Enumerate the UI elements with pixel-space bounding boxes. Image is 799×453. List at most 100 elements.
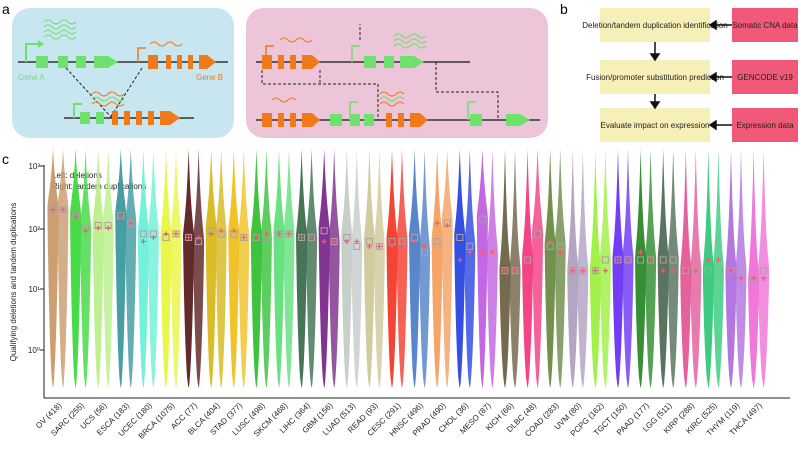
violin-deletion bbox=[115, 148, 127, 388]
median-marker bbox=[647, 256, 655, 264]
fused-gene bbox=[80, 111, 180, 125]
green-transcripts bbox=[43, 19, 77, 40]
flow-step-1-text: Deletion/tandem duplication identificati… bbox=[582, 21, 727, 30]
median-marker bbox=[601, 256, 609, 264]
mean-marker bbox=[105, 225, 111, 231]
median-marker bbox=[375, 242, 383, 250]
violin-duplication bbox=[170, 148, 182, 388]
violin-duplication bbox=[80, 148, 92, 388]
mean-marker bbox=[331, 239, 337, 245]
mean-marker bbox=[489, 249, 495, 255]
median-marker bbox=[466, 242, 474, 250]
mean-marker bbox=[253, 234, 259, 240]
mean-marker bbox=[231, 228, 237, 234]
mean-marker bbox=[173, 231, 179, 237]
violin-duplication bbox=[373, 148, 385, 388]
panel-label-c: c bbox=[2, 151, 9, 167]
violin-duplication bbox=[486, 148, 498, 388]
violin-duplication bbox=[735, 148, 747, 388]
violin-duplication bbox=[758, 148, 770, 388]
median-marker bbox=[692, 267, 700, 275]
median-marker bbox=[760, 267, 768, 275]
flow-step-3 bbox=[600, 108, 710, 142]
violin-duplication bbox=[125, 148, 137, 388]
median-marker bbox=[614, 256, 622, 264]
y-tick-label: 10² bbox=[28, 225, 40, 234]
panel-a-deletion: Gene A Gene B bbox=[12, 8, 234, 138]
median-marker bbox=[275, 230, 283, 238]
median-marker bbox=[534, 230, 542, 238]
mean-marker bbox=[95, 225, 101, 231]
gene-b-label: Gene B bbox=[196, 73, 223, 82]
input-2-text: GENCODE v19 bbox=[737, 73, 793, 82]
median-marker bbox=[501, 267, 509, 275]
median-marker bbox=[704, 267, 712, 275]
mean-marker bbox=[412, 239, 418, 245]
input-2 bbox=[732, 60, 798, 94]
violin-duplication bbox=[532, 148, 544, 388]
median-marker bbox=[308, 233, 316, 241]
violin-duplication bbox=[147, 148, 159, 388]
mean-marker bbox=[683, 268, 689, 274]
mean-marker bbox=[150, 234, 156, 240]
mean-marker bbox=[557, 249, 563, 255]
mean-marker bbox=[163, 231, 169, 237]
mean-marker bbox=[83, 228, 89, 234]
mean-marker bbox=[50, 207, 56, 213]
median-marker bbox=[240, 233, 248, 241]
median-marker bbox=[330, 238, 338, 246]
median-marker bbox=[591, 267, 599, 275]
mean-marker bbox=[286, 231, 292, 237]
gene-b-exons bbox=[148, 55, 216, 69]
violin-deletion bbox=[205, 148, 217, 388]
y-axis-title: Qualifying deletions and tandem duplicat… bbox=[9, 203, 18, 362]
panel-label-a: a bbox=[2, 1, 10, 17]
violin-duplication bbox=[645, 148, 657, 388]
mean-marker bbox=[389, 243, 395, 249]
violin-deletion bbox=[702, 148, 714, 388]
mean-marker bbox=[60, 207, 66, 213]
median-marker bbox=[59, 206, 67, 214]
violin-deletion bbox=[522, 148, 534, 388]
median-marker bbox=[488, 248, 496, 256]
violin-deletion bbox=[160, 148, 172, 388]
panel-label-b: b bbox=[560, 1, 568, 17]
violin-deletion bbox=[748, 148, 760, 388]
median-marker bbox=[127, 219, 135, 227]
mean-marker bbox=[73, 214, 79, 220]
mean-marker bbox=[118, 214, 124, 220]
mean-marker bbox=[299, 234, 305, 240]
violin-duplication bbox=[328, 148, 340, 388]
violin-duplication bbox=[419, 148, 431, 388]
mean-marker bbox=[512, 268, 518, 274]
mean-marker bbox=[751, 275, 757, 281]
mean-marker bbox=[525, 257, 531, 263]
mean-marker bbox=[738, 275, 744, 281]
violin-duplication bbox=[102, 148, 114, 388]
violin-duplication bbox=[554, 148, 566, 388]
mean-marker bbox=[570, 268, 576, 274]
fusion-transcripts bbox=[91, 91, 125, 107]
mean-marker bbox=[502, 268, 508, 274]
violin-deletion bbox=[137, 148, 149, 388]
violin-deletion bbox=[70, 148, 82, 388]
gene-b-promoter bbox=[137, 47, 146, 62]
median-marker bbox=[185, 233, 193, 241]
mean-marker bbox=[715, 257, 721, 263]
mean-marker bbox=[399, 243, 405, 249]
violin-deletion bbox=[183, 148, 195, 388]
mean-marker bbox=[602, 268, 608, 274]
mean-marker bbox=[208, 231, 214, 237]
mean-marker bbox=[467, 249, 473, 255]
mean-marker bbox=[761, 275, 767, 281]
flow-step-2 bbox=[600, 60, 710, 94]
violin-deletion bbox=[635, 148, 647, 388]
violin-deletion bbox=[409, 148, 421, 388]
gene-a-promoter bbox=[25, 43, 38, 62]
median-marker bbox=[624, 256, 632, 264]
median-marker bbox=[569, 267, 577, 275]
mean-marker bbox=[196, 234, 202, 240]
violin-deletion bbox=[454, 148, 466, 388]
violin-deletion bbox=[363, 148, 375, 388]
median-marker bbox=[433, 238, 441, 246]
